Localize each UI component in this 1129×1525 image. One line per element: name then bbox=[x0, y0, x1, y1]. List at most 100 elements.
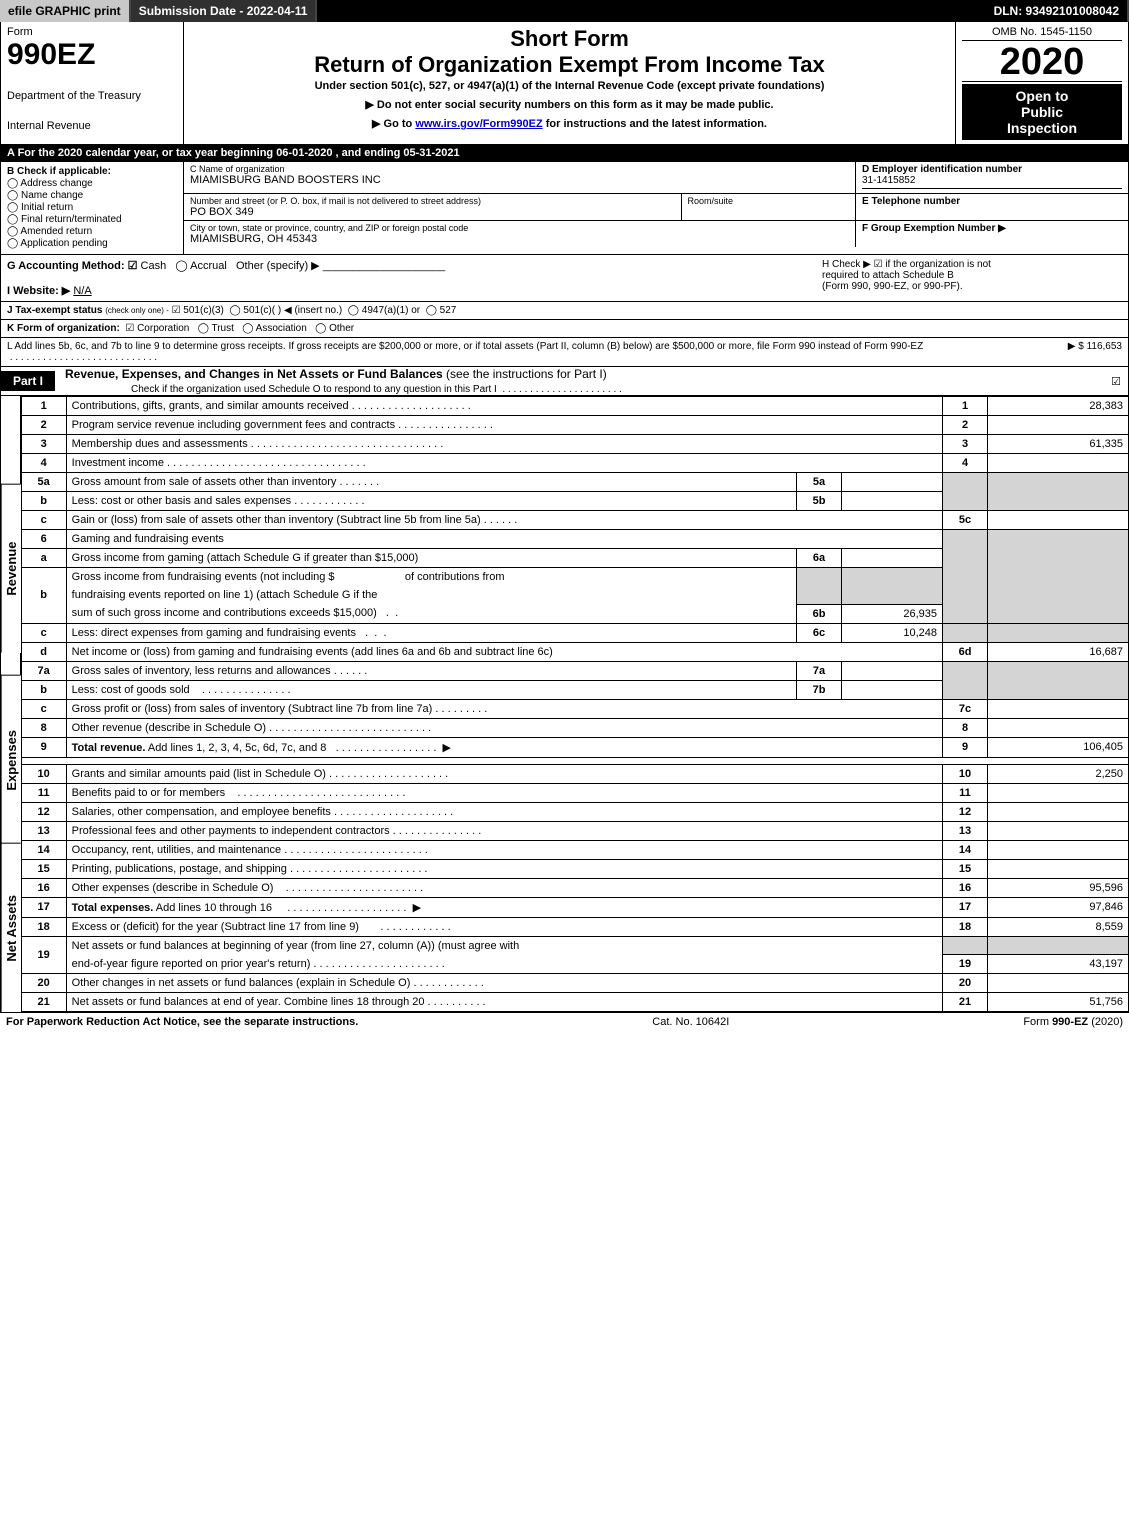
link-note: ▶ Go to www.irs.gov/Form990EZ for instru… bbox=[190, 117, 949, 130]
part1-checkbox[interactable]: ☑ bbox=[1104, 375, 1128, 388]
g-accrual: Accrual bbox=[190, 260, 227, 272]
g-cash-check[interactable]: ☑ bbox=[128, 260, 141, 272]
l5a-subval bbox=[842, 473, 943, 492]
l6d-col: 6d bbox=[943, 642, 988, 661]
l5c-no: c bbox=[21, 511, 66, 530]
l8-col: 8 bbox=[943, 718, 988, 737]
c-city-label: City or town, state or province, country… bbox=[190, 223, 849, 233]
k-opt3[interactable]: ◯ Association bbox=[242, 323, 307, 334]
l16-val: 95,596 bbox=[988, 878, 1129, 897]
j-opt3[interactable]: ◯ 4947(a)(1) or bbox=[348, 305, 420, 316]
l5ab-valshade bbox=[988, 473, 1129, 511]
chk-pending-label: Application pending bbox=[20, 238, 107, 249]
l4-col: 4 bbox=[943, 454, 988, 473]
l19-val: 43,197 bbox=[988, 955, 1129, 974]
l3-no: 3 bbox=[21, 435, 66, 454]
l13-no: 13 bbox=[21, 821, 66, 840]
header-right: OMB No. 1545-1150 2020 Open to Public In… bbox=[956, 22, 1128, 144]
chk-name[interactable]: ◯ Name change bbox=[7, 190, 177, 201]
l17-val: 97,846 bbox=[988, 897, 1129, 917]
row-g-h: G Accounting Method: ☑ Cash ◯ Accrual Ot… bbox=[0, 255, 1129, 302]
line-10: 10 Grants and similar amounts paid (list… bbox=[21, 764, 1128, 783]
line-spacer bbox=[21, 757, 1128, 764]
l5ab-colshade bbox=[943, 473, 988, 511]
l6-desc: Gaming and fundraising events bbox=[66, 530, 942, 549]
g-label: G Accounting Method: bbox=[7, 260, 125, 272]
chk-initial-label: Initial return bbox=[21, 202, 73, 213]
l7b-subval bbox=[842, 680, 943, 699]
k-opt2[interactable]: ◯ Trust bbox=[198, 323, 234, 334]
line-5a: 5a Gross amount from sale of assets othe… bbox=[21, 473, 1128, 492]
footer-right: Form 990-EZ (2020) bbox=[1023, 1016, 1123, 1028]
irs-link[interactable]: www.irs.gov/Form990EZ bbox=[415, 118, 542, 130]
line-8: 8 Other revenue (describe in Schedule O)… bbox=[21, 718, 1128, 737]
l4-desc: Investment income . . . . . . . . . . . … bbox=[66, 454, 942, 473]
submission-date: Submission Date - 2022-04-11 bbox=[131, 0, 318, 22]
l5b-sub: 5b bbox=[797, 492, 842, 511]
l6c-desc: Less: direct expenses from gaming and fu… bbox=[66, 623, 796, 642]
l15-desc: Printing, publications, postage, and shi… bbox=[66, 859, 942, 878]
l6c-valshade bbox=[988, 623, 1129, 642]
row-h: H Check ▶ ☑ if the organization is not r… bbox=[822, 259, 1122, 297]
chk-amended[interactable]: ◯ Amended return bbox=[7, 226, 177, 237]
footer-left: For Paperwork Reduction Act Notice, see … bbox=[6, 1016, 358, 1028]
gutter-blank-top bbox=[1, 396, 21, 484]
l15-no: 15 bbox=[21, 859, 66, 878]
chk-final[interactable]: ◯ Final return/terminated bbox=[7, 214, 177, 225]
chk-name-label: Name change bbox=[21, 190, 83, 201]
j-opt2[interactable]: ◯ 501(c)( ) ◀ (insert no.) bbox=[229, 305, 342, 316]
line-12: 12 Salaries, other compensation, and emp… bbox=[21, 802, 1128, 821]
chk-final-label: Final return/terminated bbox=[21, 214, 122, 225]
l13-desc: Professional fees and other payments to … bbox=[66, 821, 942, 840]
l8-desc: Other revenue (describe in Schedule O) .… bbox=[66, 718, 942, 737]
i-website-label: I Website: ▶ bbox=[7, 285, 70, 297]
d-ein-label: D Employer identification number bbox=[862, 164, 1122, 175]
line-7a: 7a Gross sales of inventory, less return… bbox=[21, 661, 1128, 680]
form-number: 990EZ bbox=[7, 38, 177, 72]
l18-no: 18 bbox=[21, 917, 66, 936]
l6-colshade bbox=[943, 530, 988, 624]
l6b-desc3: sum of such gross income and contributio… bbox=[66, 604, 796, 623]
l6d-no: d bbox=[21, 642, 66, 661]
k-opt1[interactable]: ☑ Corporation bbox=[125, 323, 189, 334]
k-opt4[interactable]: ◯ Other bbox=[315, 323, 354, 334]
entity-info: B Check if applicable: ◯ Address change … bbox=[0, 162, 1129, 255]
l6b-desc2: fundraising events reported on line 1) (… bbox=[66, 586, 796, 604]
l16-no: 16 bbox=[21, 878, 66, 897]
part1-title: Revenue, Expenses, and Changes in Net As… bbox=[55, 367, 1104, 395]
l9-val: 106,405 bbox=[988, 737, 1129, 757]
omb-number: OMB No. 1545-1150 bbox=[962, 26, 1122, 41]
j-opt4[interactable]: ◯ 527 bbox=[426, 305, 457, 316]
l5c-col: 5c bbox=[943, 511, 988, 530]
l5a-no: 5a bbox=[21, 473, 66, 492]
l3-col: 3 bbox=[943, 435, 988, 454]
line-16: 16 Other expenses (describe in Schedule … bbox=[21, 878, 1128, 897]
g-other: Other (specify) ▶ bbox=[236, 260, 320, 272]
l10-val: 2,250 bbox=[988, 764, 1129, 783]
link-pre: ▶ Go to bbox=[372, 118, 415, 130]
j-opt1[interactable]: ☑ 501(c)(3) bbox=[172, 305, 224, 316]
l21-val: 51,756 bbox=[988, 993, 1129, 1012]
gutter-netassets: Net Assets bbox=[1, 843, 21, 1012]
l21-desc: Net assets or fund balances at end of ye… bbox=[66, 993, 942, 1012]
efile-print-button[interactable]: efile GRAPHIC print bbox=[0, 0, 131, 22]
c-city-value: MIAMISBURG, OH 45343 bbox=[190, 233, 849, 245]
l14-desc: Occupancy, rent, utilities, and maintena… bbox=[66, 840, 942, 859]
l1-col: 1 bbox=[943, 397, 988, 416]
l20-desc: Other changes in net assets or fund bala… bbox=[66, 974, 942, 993]
l6b-no: b bbox=[21, 568, 66, 624]
title-short: Short Form bbox=[190, 26, 949, 52]
chk-address[interactable]: ◯ Address change bbox=[7, 178, 177, 189]
chk-initial[interactable]: ◯ Initial return bbox=[7, 202, 177, 213]
l3-val: 61,335 bbox=[988, 435, 1129, 454]
part1-sub-text: Check if the organization used Schedule … bbox=[131, 384, 497, 395]
l2-no: 2 bbox=[21, 416, 66, 435]
l-text-span: L Add lines 5b, 6c, and 7b to line 9 to … bbox=[7, 341, 923, 352]
chk-pending[interactable]: ◯ Application pending bbox=[7, 238, 177, 249]
l1-val: 28,383 bbox=[988, 397, 1129, 416]
inspect-l3: Inspection bbox=[964, 120, 1120, 136]
l6-no: 6 bbox=[21, 530, 66, 549]
c-org-name: MIAMISBURG BAND BOOSTERS INC bbox=[190, 174, 849, 186]
g-cash: Cash bbox=[141, 260, 167, 272]
l11-val bbox=[988, 783, 1129, 802]
